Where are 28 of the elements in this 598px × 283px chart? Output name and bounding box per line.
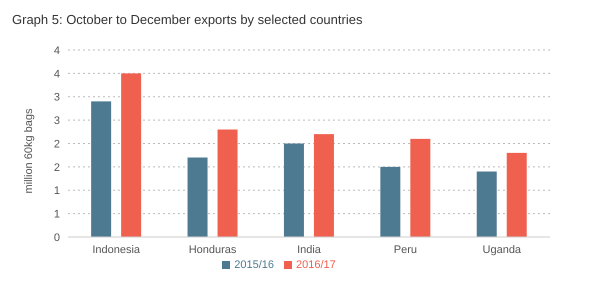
x-tick-label: Indonesia bbox=[92, 244, 141, 256]
bar bbox=[284, 144, 304, 237]
bar bbox=[314, 134, 334, 237]
y-tick-label: 1 bbox=[54, 185, 60, 198]
bar bbox=[476, 172, 497, 237]
y-tick-label: 4 bbox=[54, 68, 60, 80]
bar bbox=[188, 158, 208, 237]
y-axis-title: million 60kg bags bbox=[22, 108, 35, 194]
legend-label: 2015/16 bbox=[234, 259, 274, 271]
chart-title: Graph 5: October to December exports by selected countries bbox=[12, 12, 362, 27]
bar bbox=[121, 73, 142, 237]
y-tick-label: 4 bbox=[54, 44, 60, 57]
bar bbox=[506, 152, 527, 237]
y-tick-label: 0 bbox=[54, 232, 60, 244]
y-tick-label: 2 bbox=[54, 162, 60, 174]
x-tick-label: Honduras bbox=[188, 244, 237, 256]
x-tick-label: Uganda bbox=[482, 244, 522, 256]
y-tick-label: 3 bbox=[54, 92, 60, 104]
y-tick-label: 3 bbox=[54, 115, 60, 128]
bar bbox=[218, 129, 238, 237]
legend-label: 2016/17 bbox=[296, 259, 336, 271]
bar bbox=[91, 101, 112, 237]
y-tick-label: 1 bbox=[54, 208, 60, 221]
bar bbox=[380, 166, 400, 237]
bar bbox=[410, 138, 430, 237]
x-tick-label: India bbox=[297, 244, 322, 256]
x-tick-label: Peru bbox=[394, 244, 418, 256]
y-tick-label: 2 bbox=[54, 138, 60, 150]
